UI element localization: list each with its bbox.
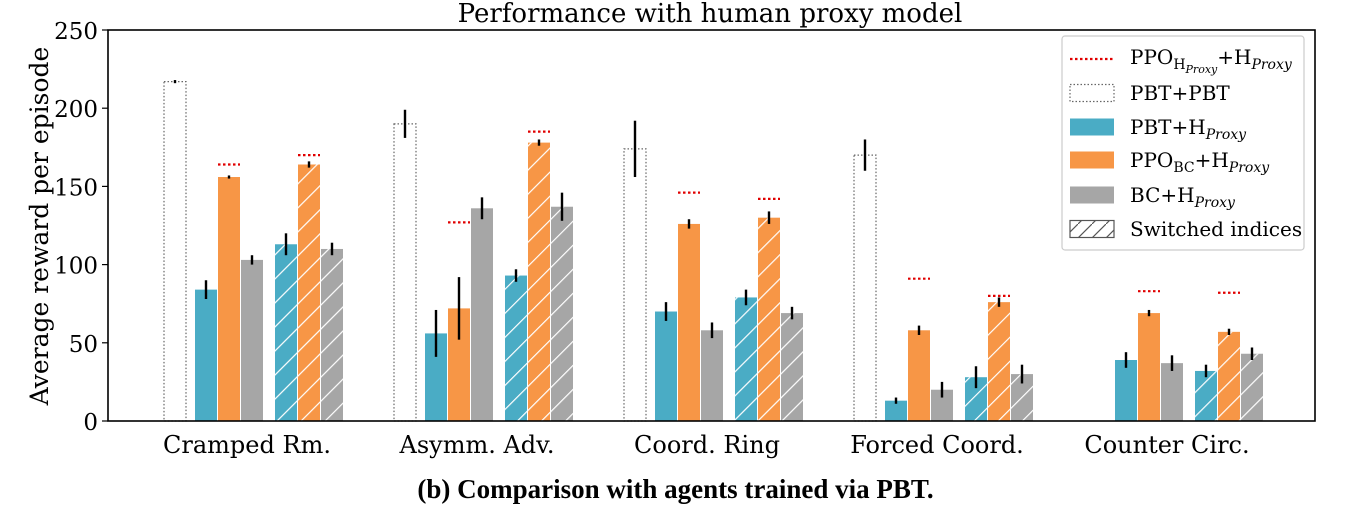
y-axis-label: Average reward per episode	[25, 47, 54, 407]
bar-pbt-hproxy	[425, 333, 447, 421]
bar-ppo-bc-hproxy	[1138, 313, 1160, 421]
bar-pbt-hproxy	[655, 311, 677, 421]
x-tick-label: Forced Coord.	[850, 431, 1024, 459]
bar-ppo-bc-hproxy	[218, 177, 240, 421]
bar-hatch-overlay	[1218, 331, 1240, 421]
legend-text-part: PPO	[1130, 45, 1173, 69]
x-tick-label: Cramped Rm.	[163, 431, 331, 459]
legend-text-part: PPO	[1130, 148, 1173, 172]
legend-text-part: BC+H	[1130, 183, 1195, 207]
legend-text-part: Proxy	[1228, 160, 1270, 176]
y-tick-label: 200	[54, 97, 98, 123]
bar-bc-hproxy	[931, 389, 953, 421]
bar-bc-hproxy	[471, 208, 493, 421]
y-tick-label: 50	[69, 332, 98, 358]
bar-pbt-pbt	[393, 123, 417, 422]
x-tick-label: Asymm. Adv.	[398, 431, 554, 459]
bar-hatch-overlay	[528, 142, 550, 421]
legend-text-part: BC	[1173, 160, 1194, 176]
bar-chart: Performance with human proxy model Avera…	[25, 0, 1316, 459]
legend-label-bc-hproxy: BC+HProxy	[1130, 183, 1236, 211]
bar-pbt-hproxy	[1115, 360, 1137, 421]
bar-hatch-overlay	[735, 297, 757, 421]
x-tick-label: Counter Circ.	[1084, 431, 1249, 459]
legend-text-part: PBT+PBT	[1130, 81, 1230, 105]
bar-bc-hproxy	[1161, 363, 1183, 421]
legend-handle-ppo-bc-hproxy	[1070, 151, 1114, 169]
legend-label-pbt-pbt: PBT+PBT	[1130, 81, 1230, 105]
bar-ppo-bc-hproxy	[908, 330, 930, 421]
legend-text-part: Proxy	[1185, 63, 1218, 76]
legend-text-part: Switched indices	[1130, 217, 1302, 241]
legend-handle-switched	[1069, 219, 1115, 239]
y-tick-label: 0	[83, 410, 98, 436]
legend-text-part: Proxy	[1194, 195, 1236, 211]
legend-label-ppo-hproxy: PPOHProxy+HProxy	[1130, 45, 1293, 76]
bar-hatch-overlay	[758, 217, 780, 421]
legend-text-part: PBT+H	[1130, 115, 1206, 139]
bar-hatch-overlay	[298, 164, 320, 421]
legend-text-part: Proxy	[1205, 127, 1247, 143]
legend-handle-pbt-hproxy	[1070, 118, 1114, 136]
y-tick-label: 250	[54, 19, 98, 45]
bar-hatch-overlay	[988, 302, 1010, 421]
chart-title: Performance with human proxy model	[458, 0, 963, 29]
bar-hatch-overlay	[275, 244, 297, 421]
bar-hatch-overlay	[1241, 353, 1263, 421]
legend-handle-bc-hproxy	[1070, 186, 1114, 204]
bar-pbt-hproxy	[885, 400, 907, 421]
bar-pbt-pbt	[163, 81, 187, 422]
legend-handle-pbt-pbt	[1069, 83, 1115, 103]
bar-hatch-overlay	[321, 248, 343, 421]
bar-ppo-bc-hproxy	[678, 223, 700, 421]
legend-label-pbt-hproxy: PBT+HProxy	[1130, 115, 1247, 143]
bars-layer	[163, 80, 1263, 422]
legend-text-part: +H	[1217, 45, 1251, 69]
bar-pbt-pbt	[853, 154, 877, 422]
bar-bc-hproxy	[701, 330, 723, 421]
legend: PPOHProxy+HProxyPBT+PBTPBT+HProxyPPOBC+H…	[1061, 35, 1305, 251]
legend-text-part: Proxy	[1250, 57, 1292, 73]
axes-layer: Performance with human proxy model Avera…	[25, 0, 1316, 459]
plot-frame	[107, 29, 1316, 422]
legend-box	[1061, 35, 1305, 251]
bar-pbt-hproxy	[195, 289, 217, 421]
x-tick-label: Coord. Ring	[634, 431, 780, 459]
y-tick-label: 150	[54, 175, 98, 201]
bar-bc-hproxy	[241, 259, 263, 421]
bar-hatch-overlay	[781, 313, 803, 421]
bar-pbt-pbt	[623, 148, 647, 422]
legend-text-part: H	[1173, 57, 1185, 73]
legend-text-part: +H	[1195, 148, 1229, 172]
bar-hatch-overlay	[1011, 374, 1033, 421]
bar-hatch-overlay	[551, 206, 573, 421]
bar-hatch-overlay	[965, 377, 987, 421]
bar-hatch-overlay	[505, 275, 527, 421]
legend-label-switched: Switched indices	[1130, 217, 1302, 241]
y-tick-label: 100	[54, 254, 98, 280]
legend-label-ppo-bc-hproxy: PPOBC+HProxy	[1130, 148, 1270, 176]
figure-caption: (b) Comparison with agents trained via P…	[417, 474, 934, 504]
bar-hatch-overlay	[1195, 370, 1217, 421]
bar-ppo-bc-hproxy	[448, 308, 470, 421]
